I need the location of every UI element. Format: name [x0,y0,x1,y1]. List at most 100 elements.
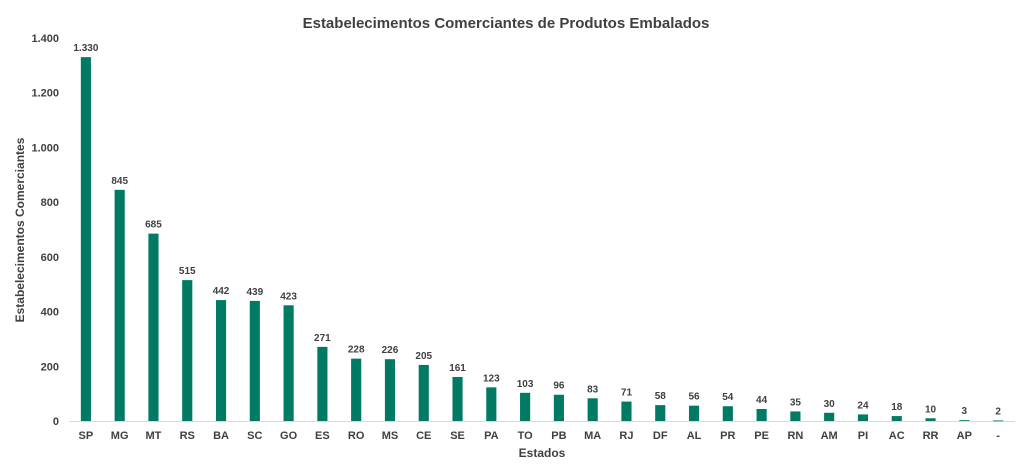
bar [621,401,632,421]
x-tick-label: AL [687,430,702,442]
y-tick-label: 0 [53,416,59,428]
data-label: 685 [145,220,162,231]
bar [824,412,835,421]
x-tick-label: ES [315,430,330,442]
x-tick-label: DF [653,430,668,442]
data-label: 271 [314,333,331,344]
x-tick-label: RS [180,430,195,442]
data-label: 71 [621,388,633,399]
data-label: 58 [655,391,667,402]
bar [925,418,936,421]
bar [182,280,193,421]
data-label: 10 [925,404,937,415]
data-label: 24 [857,400,869,411]
x-tick-label: RR [923,430,939,442]
x-tick-label: MG [111,430,129,442]
bar [114,189,125,421]
data-label: 56 [688,392,700,403]
bar [722,406,733,421]
bar [317,346,328,421]
data-label: 30 [824,399,836,410]
bar [959,420,970,421]
x-tick-label: RN [787,430,803,442]
x-tick-label: PE [754,430,769,442]
x-tick-label: TO [518,430,534,442]
y-tick-label: 600 [41,252,59,264]
x-tick-label: RJ [619,430,633,442]
bar [857,414,869,421]
x-tick-label: SE [450,430,465,442]
x-tick-label: MT [146,430,162,442]
x-tick-label: MS [382,430,399,442]
x-tick-label: PB [551,430,566,442]
bar [790,411,801,421]
bar [351,358,362,421]
x-tick-label: AC [889,430,905,442]
bar [486,387,497,421]
bar [148,233,159,421]
bar [587,398,598,421]
bar [80,57,91,422]
x-tick-label: PA [484,430,499,442]
y-tick-label: 1.400 [31,33,59,45]
bar [384,359,396,421]
bar [249,300,260,421]
data-label: 18 [891,402,903,413]
y-tick-label: 1.200 [31,88,59,100]
data-label: 442 [213,286,230,297]
data-label: 423 [280,291,297,302]
bar [283,305,294,421]
y-tick-label: 200 [41,361,59,373]
data-label: 103 [517,379,534,390]
data-label: 54 [722,392,734,403]
data-label: 83 [587,384,599,395]
x-tick-label: MA [584,430,601,442]
data-label: 845 [111,176,128,187]
bar [756,408,767,421]
x-tick-label: CE [416,430,431,442]
x-tick-label: SC [247,430,262,442]
x-tick-label: SP [79,430,94,442]
x-tick-label: PR [720,430,735,442]
data-label: 96 [553,381,565,392]
x-tick-label: AP [957,430,972,442]
y-tick-label: 1.000 [31,142,59,154]
bar [655,405,666,421]
chart-title: Estabelecimentos Comerciantes de Produto… [303,15,710,32]
data-label: 226 [382,345,399,356]
bar [688,405,700,421]
data-label: 44 [756,395,768,406]
bar [993,420,1004,422]
bar [452,376,463,421]
x-axis-title: Estados [519,446,566,460]
bar [891,416,902,421]
data-label: 1.330 [73,43,98,54]
y-axis-title: Estabelecimentos Comerciantes [13,137,27,322]
bar [418,364,429,421]
data-label: 2 [995,406,1001,417]
y-tick-label: 400 [41,307,59,319]
x-tick-label: RO [348,430,365,442]
y-tick-label: 800 [41,197,59,209]
data-label: 439 [246,287,263,298]
bar [215,300,227,421]
x-tick-label: PI [858,430,868,442]
x-axis-ticks: SP MG MT RS BA SC GO ES RO MS CE SE PA TO PB MA RJ DF AL PR… [79,430,1001,442]
bars-group [80,57,1004,422]
x-tick-label: BA [213,430,229,442]
bar [553,394,564,421]
x-tick-label: - [996,430,1000,442]
data-label: 515 [179,266,196,277]
data-label: 205 [415,351,432,362]
data-label: 3 [962,406,968,417]
data-label: 35 [790,397,802,408]
data-label: 123 [483,373,500,384]
data-label: 161 [449,363,466,374]
x-tick-label: GO [280,430,298,442]
data-label: 228 [348,345,365,356]
bar [520,392,531,421]
y-axis-ticks: 0 200 400 600 800 1.000 1.200 1.400 [31,33,59,428]
x-tick-label: AM [821,430,838,442]
